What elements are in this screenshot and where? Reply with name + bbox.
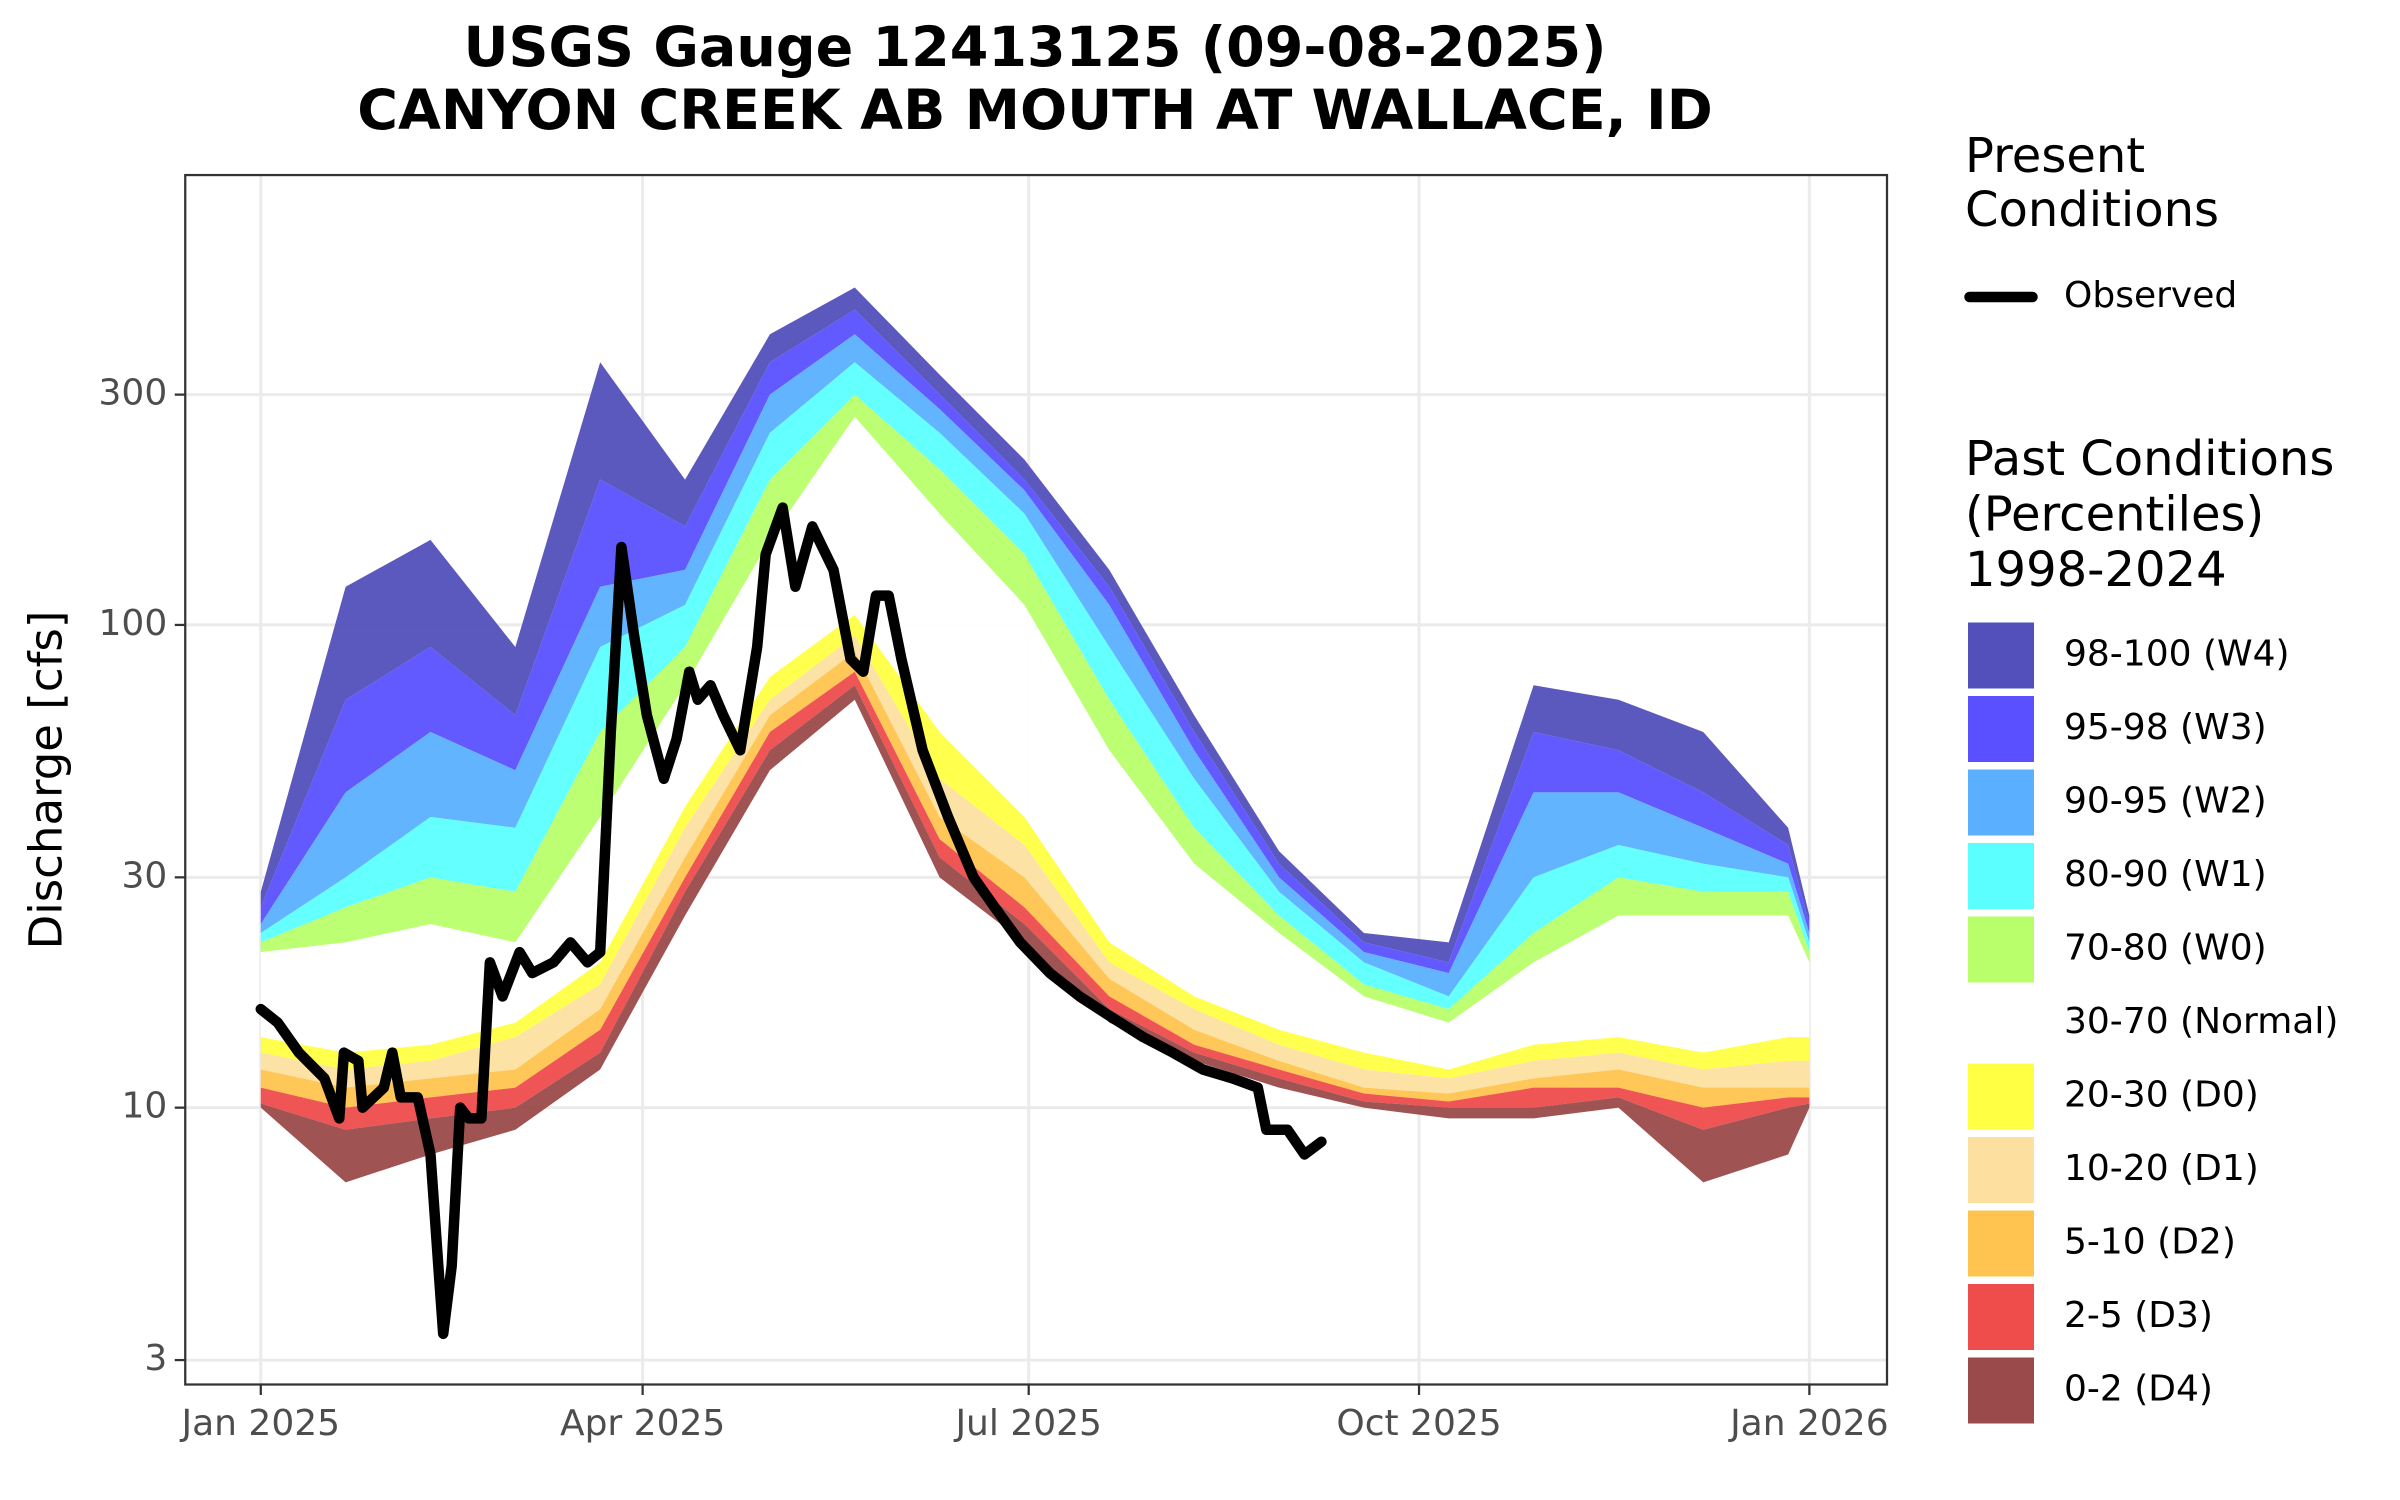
- legend-swatch: [1968, 1357, 2034, 1424]
- chart-title: CANYON CREEK AB MOUTH AT WALLACE, ID: [357, 78, 1713, 143]
- legend-swatch: [1968, 990, 2034, 1056]
- x-tick-label: Jan 2026: [1728, 1403, 1889, 1444]
- legend-swatch: [1968, 622, 2034, 689]
- x-tick-label: Oct 2025: [1336, 1403, 1501, 1444]
- legend-title: 1998-2024: [1965, 542, 2227, 598]
- y-tick-label: 300: [99, 373, 168, 414]
- legend-title: (Percentiles): [1965, 487, 2264, 543]
- legend-swatch: [1968, 843, 2034, 909]
- legend-swatch: [1968, 1284, 2034, 1350]
- plot-area: [255, 287, 1810, 1340]
- legend-title: Conditions: [1965, 182, 2219, 238]
- legend-title: Present: [1965, 128, 2145, 184]
- legend-swatch: [1968, 696, 2034, 762]
- x-tick-label: Jan 2025: [179, 1403, 340, 1444]
- legend-label: 80-90 (W1): [2064, 854, 2267, 895]
- legend-label: Observed: [2064, 275, 2237, 316]
- percentile-band: [260, 416, 1810, 1070]
- legend-label: 5-10 (D2): [2064, 1222, 2236, 1263]
- percentile-band: [260, 685, 1810, 1183]
- legend-label: 98-100 (W4): [2064, 634, 2290, 675]
- legend-label: 10-20 (D1): [2064, 1148, 2259, 1189]
- percentile-band: [260, 334, 1810, 997]
- legend-label: 90-95 (W2): [2064, 781, 2267, 822]
- panel-border: [184, 173, 1889, 1386]
- legend-label: 2-5 (D3): [2064, 1295, 2213, 1336]
- legend-label: 30-70 (Normal): [2064, 1001, 2338, 1042]
- legend-swatch: [1968, 916, 2034, 983]
- x-tick-label: Jul 2025: [953, 1403, 1102, 1444]
- percentile-band: [260, 309, 1810, 974]
- legend-swatch: [1968, 1137, 2034, 1203]
- legend-swatch: [1968, 1210, 2034, 1277]
- percentile-band: [260, 635, 1810, 1094]
- legend-title: Past Conditions: [1965, 431, 2334, 487]
- chart-title: USGS Gauge 12413125 (09-08-2025): [463, 15, 1606, 80]
- legend-swatch: [1968, 1063, 2034, 1130]
- y-axis-label: Discharge [cfs]: [20, 611, 73, 950]
- x-tick-label: Apr 2025: [560, 1403, 725, 1444]
- legend-swatch: [1968, 769, 2034, 836]
- y-tick-label: 100: [99, 603, 168, 644]
- legend-label: 95-98 (W3): [2064, 707, 2267, 748]
- percentile-band: [260, 614, 1810, 1079]
- legend-label: 70-80 (W0): [2064, 928, 2267, 969]
- percentile-band: [260, 287, 1810, 963]
- legend-label: 0-2 (D4): [2064, 1369, 2213, 1410]
- y-tick-label: 10: [121, 1086, 167, 1127]
- y-tick-label: 3: [144, 1338, 167, 1379]
- legend-label: 20-30 (D0): [2064, 1075, 2259, 1116]
- y-tick-label: 30: [121, 855, 167, 896]
- observed-line: [255, 502, 1327, 1340]
